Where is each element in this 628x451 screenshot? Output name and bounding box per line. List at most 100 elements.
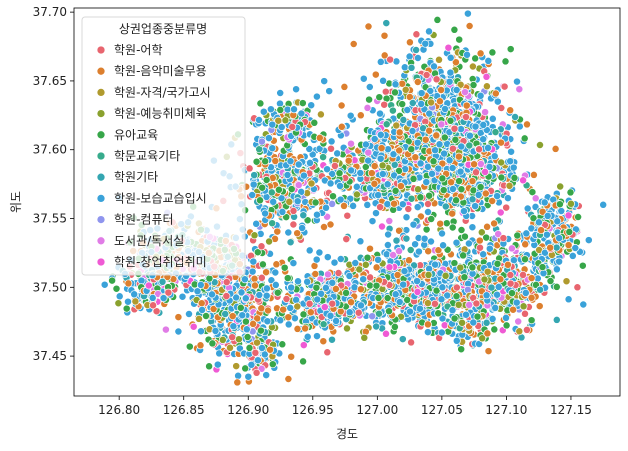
scatter-point (233, 378, 242, 387)
scatter-point (335, 169, 344, 178)
scatter-point (328, 278, 337, 287)
scatter-point (455, 177, 464, 186)
scatter-point (372, 209, 380, 218)
scatter-point (499, 234, 508, 243)
scatter-point (368, 217, 377, 226)
scatter-point (268, 120, 277, 129)
scatter-point (476, 160, 485, 168)
scatter-point (521, 255, 529, 264)
scatter-point (311, 198, 320, 207)
scatter-point (284, 320, 293, 329)
scatter-point (284, 375, 293, 383)
scatter-point (490, 325, 499, 334)
scatter-point (456, 80, 465, 89)
scatter-point (248, 191, 257, 199)
scatter-point (293, 197, 302, 206)
scatter-point (249, 257, 258, 266)
scatter-point (261, 209, 270, 218)
scatter-point (262, 371, 271, 380)
scatter-point (286, 303, 295, 312)
legend-label: 학문교육기타 (114, 149, 180, 163)
scatter-point (506, 106, 515, 115)
scatter-point (262, 284, 271, 293)
scatter-point (443, 291, 452, 300)
scatter-point (458, 318, 467, 327)
scatter-point (460, 273, 469, 282)
scatter-point (278, 340, 287, 349)
scatter-point (281, 116, 290, 125)
scatter-point (323, 253, 332, 262)
scatter-point (465, 131, 474, 140)
scatter-point (267, 188, 276, 197)
scatter-point (327, 144, 335, 153)
scatter-point (578, 261, 587, 270)
scatter-point (334, 269, 343, 277)
scatter-point (484, 347, 493, 356)
scatter-point (510, 173, 519, 182)
scatter-point (266, 105, 275, 114)
scatter-point (390, 322, 399, 331)
legend-label: 학원-음악미술무용 (114, 64, 207, 78)
scatter-point (513, 231, 522, 240)
scatter-point (372, 281, 381, 290)
scatter-point (257, 273, 266, 282)
x-tick-label: 127.15 (550, 403, 592, 417)
scatter-point (414, 247, 423, 256)
scatter-point (440, 133, 449, 142)
y-tick-label: 37.60 (33, 143, 67, 157)
scatter-point (234, 371, 243, 380)
scatter-point (463, 50, 471, 59)
scatter-point (519, 270, 527, 279)
scatter-point (249, 319, 258, 328)
scatter-point (297, 109, 306, 118)
scatter-point (521, 240, 530, 249)
scatter-point (374, 191, 383, 200)
scatter-point (493, 259, 502, 268)
scatter-point (441, 271, 450, 280)
scatter-point (509, 163, 518, 172)
scatter-point (356, 237, 365, 246)
scatter-point (411, 240, 420, 249)
legend-marker (96, 215, 106, 224)
scatter-point (282, 295, 291, 303)
legend-label: 도서관/독서실 (114, 234, 184, 248)
scatter-point (258, 344, 266, 352)
scatter-point (316, 110, 325, 119)
scatter-point (330, 161, 339, 170)
scatter-point (315, 248, 324, 257)
scatter-point (376, 57, 385, 66)
scatter-point (380, 31, 389, 40)
scatter-point (463, 9, 472, 18)
scatter-point (481, 167, 490, 176)
scatter-point (503, 260, 512, 269)
scatter-point (584, 236, 593, 245)
scatter-point (236, 303, 245, 312)
scatter-point (514, 317, 523, 326)
scatter-point (434, 246, 443, 255)
scatter-point (299, 171, 308, 180)
legend-label: 학원-창업취업취미 (114, 255, 207, 269)
scatter-point (481, 189, 490, 198)
scatter-point (485, 162, 494, 171)
x-tick-label: 126.95 (292, 403, 334, 417)
scatter-point (422, 178, 431, 187)
scatter-point (413, 203, 422, 212)
scatter-point (363, 200, 372, 209)
scatter-point (599, 200, 608, 209)
scatter-point (567, 199, 575, 208)
scatter-point (148, 293, 157, 302)
scatter-point (241, 317, 250, 326)
scatter-point (315, 144, 324, 153)
scatter-point (250, 171, 259, 180)
scatter-point (482, 72, 491, 81)
scatter-point (529, 170, 538, 179)
scatter-point (522, 229, 531, 238)
scatter-point (273, 288, 282, 297)
scatter-point (264, 306, 272, 315)
scatter-point (158, 277, 167, 286)
scatter-point (431, 146, 440, 155)
scatter-point (222, 278, 231, 287)
scatter-point (398, 79, 407, 88)
scatter-point (485, 244, 494, 253)
legend-marker (96, 45, 106, 55)
